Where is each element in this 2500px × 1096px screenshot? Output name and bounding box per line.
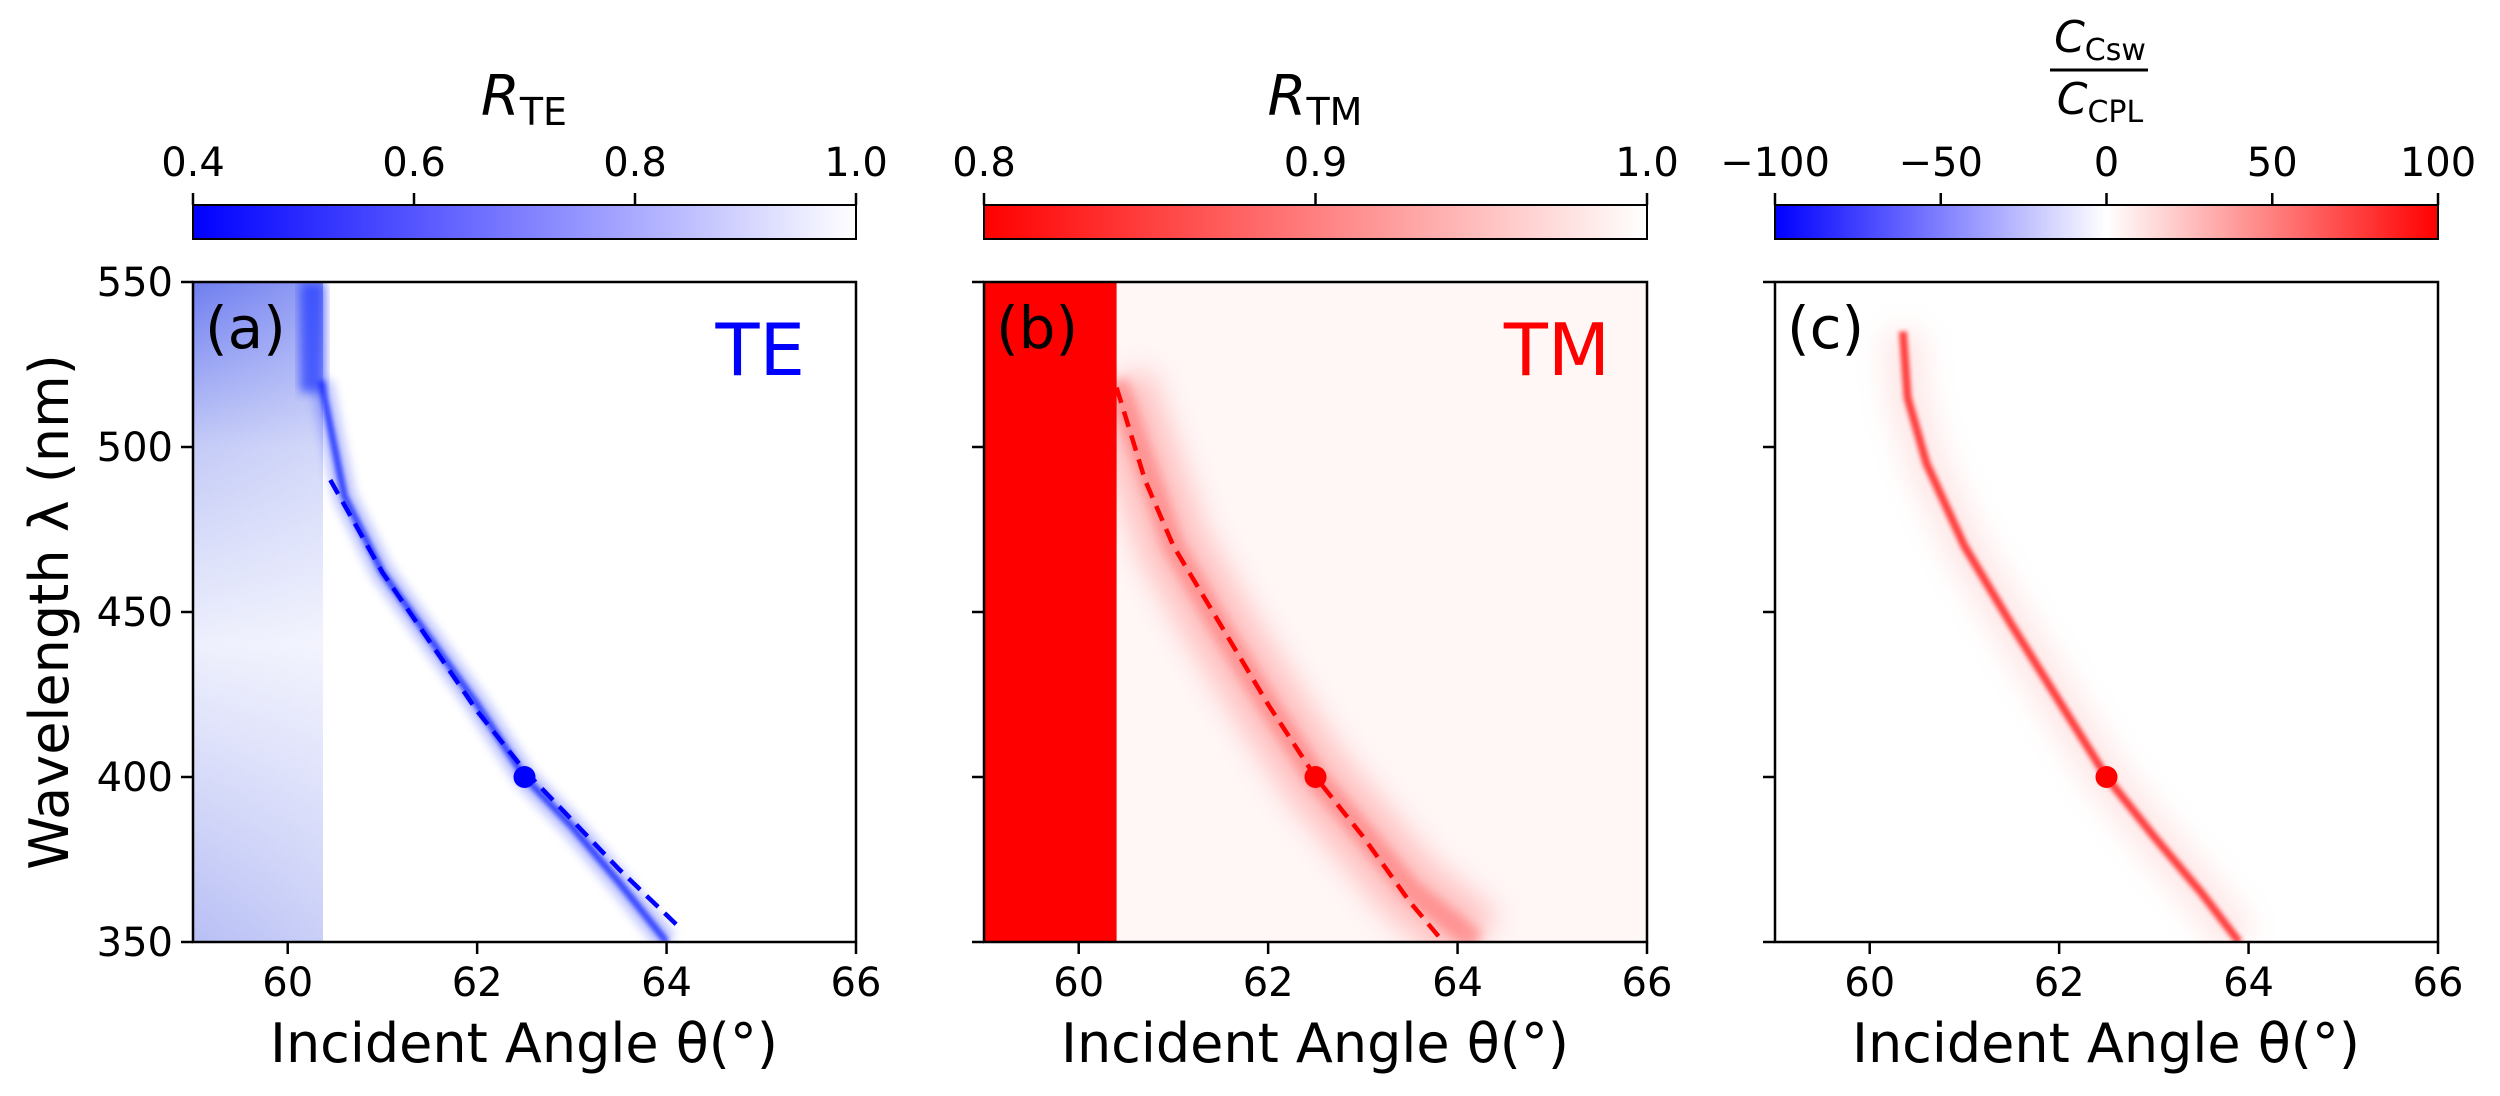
dashed-curve-b <box>1114 386 1446 942</box>
panel-label-a: (a) <box>205 294 286 362</box>
panel-a: 0.4 0.6 0.8 1.0 RTE 60 62 64 66 350 400 450 500 55… <box>97 64 888 1075</box>
x-tick-label: 66 <box>831 960 882 1006</box>
y-tick-label: 450 <box>97 590 173 636</box>
colorbar-tick-label: −100 <box>1720 140 1830 186</box>
y-ticks-c <box>1763 280 1775 944</box>
y-axis-label: Wavelength λ (nm) <box>18 354 81 870</box>
y-ticks-a: 350 400 450 500 550 <box>97 260 193 966</box>
panel-b: 0.8 0.9 1.0 RTM 60 62 64 66 (b) TM Incident A… <box>952 64 1679 1075</box>
x-tick-label: 60 <box>1844 960 1895 1006</box>
x-axis-label-a: Incident Angle θ(°) <box>270 1012 778 1075</box>
heatmap-a <box>193 282 856 942</box>
colorbar-a-gradient <box>192 204 857 240</box>
colorbar-tick-label: 0.6 <box>382 140 446 186</box>
colorbar-tick-label: −50 <box>1899 140 1983 186</box>
colorbar-c: −100 −50 0 50 100 CCsw CCPL <box>1720 12 2476 240</box>
x-ticks-b: 60 62 64 66 <box>1053 942 1672 1006</box>
x-axis-label-c: Incident Angle θ(°) <box>1852 1012 2360 1075</box>
dashed-curve-a <box>328 478 683 931</box>
mode-label-tm: TM <box>1503 308 1610 392</box>
x-tick-label: 62 <box>1243 960 1294 1006</box>
colorbar-tick-label: 0 <box>2094 140 2119 186</box>
colorbar-a: 0.4 0.6 0.8 1.0 RTE <box>161 64 888 240</box>
x-tick-label: 64 <box>641 960 692 1006</box>
colorbar-tick-label: 50 <box>2247 140 2298 186</box>
colorbar-tick-label: 0.8 <box>603 140 667 186</box>
colorbar-b-gradient <box>983 204 1648 240</box>
y-tick-label: 550 <box>97 260 173 306</box>
x-tick-label: 62 <box>2034 960 2085 1006</box>
heatmap-b <box>984 282 1647 942</box>
x-tick-label: 60 <box>1053 960 1104 1006</box>
colorbar-tick-label: 0.4 <box>161 140 225 186</box>
svg-text:CCPL: CCPL <box>2057 74 2144 130</box>
svg-text:CCsw: CCsw <box>2054 12 2146 68</box>
x-tick-label: 64 <box>1432 960 1483 1006</box>
mode-label-te: TE <box>715 308 805 392</box>
x-tick-label: 66 <box>1622 960 1673 1006</box>
resonance-band-c <box>1898 331 2243 942</box>
x-axis-label-b: Incident Angle θ(°) <box>1061 1012 1569 1075</box>
y-tick-label: 500 <box>97 425 173 471</box>
marker-b <box>1304 766 1327 788</box>
marker-a <box>513 766 536 788</box>
panel-label-c: (c) <box>1787 294 1864 362</box>
x-tick-label: 62 <box>452 960 503 1006</box>
y-tick-label: 400 <box>97 755 173 801</box>
colorbar-tick-label: 1.0 <box>1615 140 1679 186</box>
colorbar-tick-label: 1.0 <box>824 140 888 186</box>
heatmap-c <box>1775 282 2438 942</box>
x-ticks-c: 60 62 64 66 <box>1844 942 2463 1006</box>
x-tick-label: 64 <box>2223 960 2274 1006</box>
panel-label-b: (b) <box>996 294 1078 362</box>
x-tick-label: 66 <box>2413 960 2464 1006</box>
colorbar-tick-label: 0.9 <box>1284 140 1348 186</box>
resonance-band-a <box>317 380 670 942</box>
colorbar-b-title: RTM <box>1268 64 1363 134</box>
colorbar-a-title: RTE <box>481 64 567 134</box>
x-tick-label: 60 <box>262 960 313 1006</box>
colorbar-b: 0.8 0.9 1.0 RTM <box>952 64 1679 240</box>
x-ticks-a: 60 62 64 66 <box>262 942 881 1006</box>
colorbar-tick-label: 100 <box>2400 140 2476 186</box>
colorbar-tick-label: 0.8 <box>952 140 1016 186</box>
y-ticks-b <box>972 280 984 944</box>
colorbar-c-title: CCsw CCPL <box>2050 12 2148 130</box>
panel-c: −100 −50 0 50 100 CCsw CCPL 60 62 64 66 (c) Inc… <box>1720 12 2476 1075</box>
colorbar-c-gradient <box>1774 204 2439 240</box>
marker-c <box>2095 766 2118 788</box>
saturated-region-b <box>984 282 1117 942</box>
y-tick-label: 350 <box>97 920 173 966</box>
